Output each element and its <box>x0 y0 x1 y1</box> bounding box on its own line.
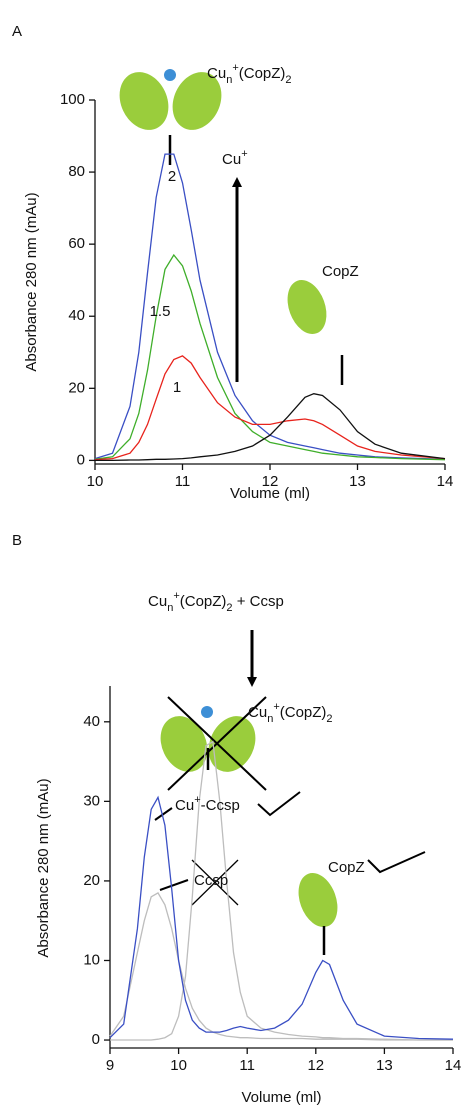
series-line <box>94 153 446 460</box>
annotation-part: + <box>173 590 179 602</box>
annotation: Cun+(CopZ)2 + Ccsp <box>148 590 284 614</box>
series-line <box>94 253 446 461</box>
y-tick-label: 0 <box>92 1031 100 1048</box>
y-tick-label: 30 <box>83 792 100 809</box>
annotation: Cun+(CopZ)2 <box>248 701 333 725</box>
series-label: 2 <box>168 168 176 185</box>
y-tick-label: 20 <box>83 872 100 889</box>
y-tick-label: 10 <box>83 951 100 968</box>
x-tick-label: 10 <box>87 473 104 490</box>
annotation: Ccsp <box>194 872 228 889</box>
annotation-part: + <box>273 701 279 713</box>
leader-line <box>159 879 189 891</box>
y-tick-label: 60 <box>68 235 85 252</box>
series-line <box>94 355 446 461</box>
annotation-part: CopZ <box>322 263 359 280</box>
monomer-icon <box>287 279 327 335</box>
annotation-part: -Ccsp <box>201 797 240 814</box>
annotation-part: 2 <box>326 713 332 725</box>
annotation: Cu+ <box>222 148 248 168</box>
annotation-part: + <box>194 794 200 806</box>
annotation-part: 2 <box>285 74 291 86</box>
x-tick-label: 14 <box>437 473 454 490</box>
series-label: 1 <box>173 379 181 396</box>
annotation-part: n <box>267 713 273 725</box>
y-tick-label: 40 <box>68 307 85 324</box>
series-label: 1.5 <box>150 303 171 320</box>
annotation-part: + <box>241 148 247 160</box>
annotation: Cu+-Ccsp <box>175 794 240 814</box>
annotation-part: n <box>167 602 173 614</box>
annotation-part: Cu <box>175 797 194 814</box>
annotation-part: (CopZ) <box>239 65 286 82</box>
annotation-part: Cu <box>207 65 226 82</box>
dimer-icon <box>119 69 222 130</box>
y-tick-label: 40 <box>83 713 100 730</box>
y-tick-label: 20 <box>68 379 85 396</box>
annotation-part: (CopZ) <box>180 593 227 610</box>
annotation-part: n <box>226 74 232 86</box>
annotation: Cun+(CopZ)2 <box>207 62 292 86</box>
x-tick-label: 13 <box>349 473 366 490</box>
y-axis-label: Absorbance 280 nm (mAu) <box>23 192 40 371</box>
cross-mark <box>191 859 239 906</box>
y-tick-label: 80 <box>68 163 85 180</box>
x-tick-label: 14 <box>445 1057 462 1074</box>
x-tick-label: 13 <box>376 1057 393 1074</box>
check-mark <box>367 851 426 874</box>
annotation-part: Cu <box>148 593 167 610</box>
x-axis-label: Volume (ml) <box>230 485 310 502</box>
series-line <box>110 740 453 1041</box>
check-mark <box>257 791 301 817</box>
series-line <box>109 795 454 1040</box>
annotation-part: (CopZ) <box>280 704 327 721</box>
annotation-part: + <box>232 62 238 74</box>
leader-line <box>154 807 173 821</box>
annotation-part: CopZ <box>328 859 365 876</box>
annotation: CopZ <box>328 859 365 876</box>
annotation-part: Cu <box>222 151 241 168</box>
monomer-icon <box>298 872 338 928</box>
annotation-part: Cu <box>248 704 267 721</box>
series-line <box>95 393 446 462</box>
y-tick-label: 100 <box>60 91 85 108</box>
x-tick-label: 11 <box>175 473 191 490</box>
x-tick-label: 9 <box>106 1057 114 1074</box>
annotation-part: + Ccsp <box>233 593 284 610</box>
x-tick-label: 12 <box>307 1057 324 1074</box>
x-axis-label: Volume (ml) <box>241 1089 321 1106</box>
series-line <box>109 892 453 1041</box>
panel-label: B <box>12 532 22 549</box>
y-tick-label: 0 <box>77 451 85 468</box>
annotation-part: 2 <box>226 602 232 614</box>
y-axis-label: Absorbance 280 nm (mAu) <box>35 778 52 957</box>
x-tick-label: 11 <box>239 1057 255 1074</box>
annotation-part: Ccsp <box>194 872 228 889</box>
x-tick-label: 10 <box>170 1057 187 1074</box>
dimer-icon <box>160 696 267 791</box>
x-tick-label: 12 <box>262 473 279 490</box>
panel-label: A <box>12 23 22 40</box>
annotation: CopZ <box>322 263 359 280</box>
